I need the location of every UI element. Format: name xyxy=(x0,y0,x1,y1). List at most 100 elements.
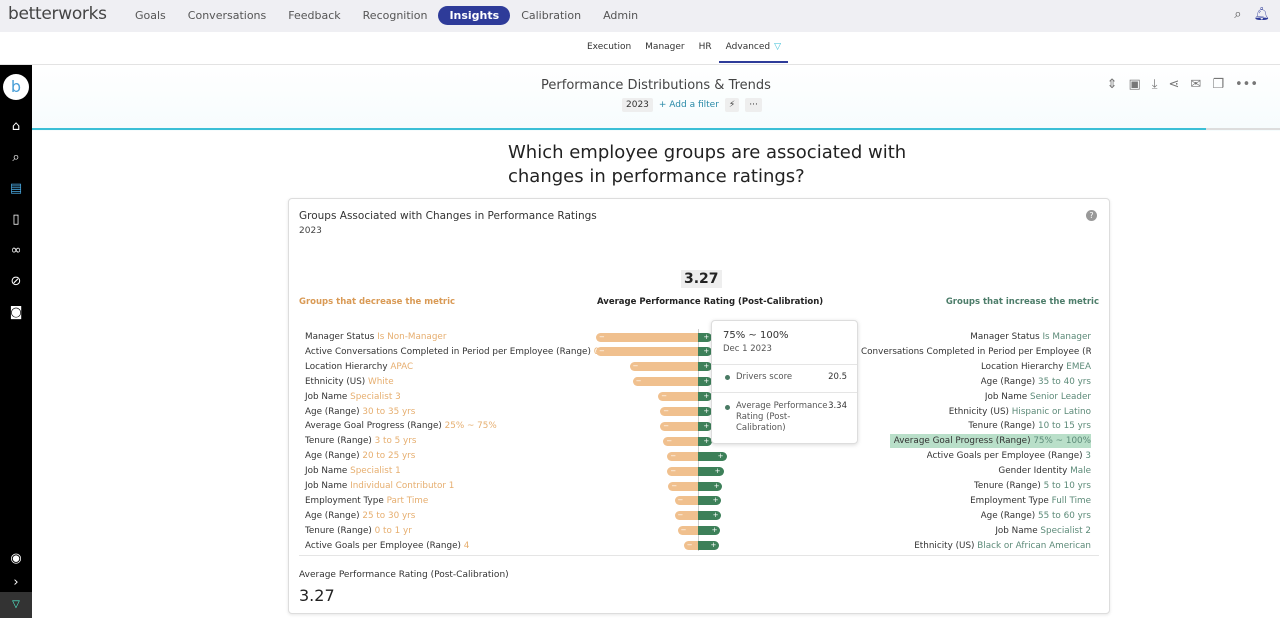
increase-group-row[interactable]: Active Goals per Employee (Range) 3 xyxy=(927,449,1091,463)
search-icon[interactable]: ⌕ xyxy=(12,150,20,165)
decrease-group-row[interactable]: Active Goals per Employee (Range) 4 xyxy=(305,539,469,553)
increase-bar[interactable]: + xyxy=(698,526,721,536)
nav-calibration[interactable]: Calibration xyxy=(521,9,582,22)
increase-bar[interactable]: + xyxy=(698,347,713,357)
settings-icon[interactable]: ◉ xyxy=(10,551,22,566)
increase-bar[interactable]: + xyxy=(698,407,713,416)
more-icon[interactable]: ••• xyxy=(1234,77,1258,92)
increase-bar[interactable]: + xyxy=(698,377,713,387)
decrease-bar[interactable]: − xyxy=(668,481,698,491)
decrease-bar[interactable]: − xyxy=(667,466,698,476)
decrease-group-row[interactable]: Job Name Specialist 1 xyxy=(305,464,401,478)
increase-group-row[interactable]: Tenure (Range) 5 to 10 yrs xyxy=(974,479,1091,493)
add-filter-button[interactable]: + Add a filter xyxy=(658,100,719,110)
share-icon[interactable]: ⋖ xyxy=(1168,77,1180,92)
binoculars-icon[interactable]: ∞ xyxy=(10,243,22,258)
year-filter-chip[interactable]: 2023 xyxy=(622,98,653,112)
increase-group-row[interactable]: Age (Range) 35 to 40 yrs xyxy=(981,375,1091,389)
increase-bar[interactable]: + xyxy=(698,466,724,476)
group-label: Job Name xyxy=(305,481,348,491)
decrease-bar[interactable]: − xyxy=(683,541,698,551)
decrease-group-row[interactable]: Age (Range) 30 to 35 yrs xyxy=(305,405,415,419)
home-icon[interactable]: ⌂ xyxy=(11,119,21,134)
increase-bar[interactable]: + xyxy=(698,496,722,506)
decrease-group-row[interactable]: Ethnicity (US) White xyxy=(305,375,394,389)
increase-bar[interactable]: + xyxy=(698,421,713,431)
decrease-bar[interactable]: − xyxy=(660,407,698,416)
increase-group-row[interactable]: Manager Status Is Manager xyxy=(970,330,1091,344)
book-icon[interactable]: ▤ xyxy=(9,181,23,196)
presentation-icon[interactable]: ▣ xyxy=(1128,77,1141,92)
camera-icon[interactable]: ◙ xyxy=(9,305,23,320)
decrease-bar[interactable]: − xyxy=(677,526,698,536)
filter-icon[interactable]: ▽ xyxy=(0,592,32,618)
increase-bar[interactable]: + xyxy=(698,332,713,342)
bell-icon[interactable]: 🔔︎ xyxy=(1253,7,1270,22)
increase-bar[interactable]: + xyxy=(698,362,713,372)
nav-recognition[interactable]: Recognition xyxy=(362,9,428,22)
decrease-group-row[interactable]: Employment Type Part Time xyxy=(305,494,428,508)
decrease-group-row[interactable]: Age (Range) 25 to 30 yrs xyxy=(305,509,415,523)
decrease-bar[interactable]: − xyxy=(632,377,698,387)
app-logo-icon[interactable]: b xyxy=(3,74,29,100)
tab-execution[interactable]: Execution xyxy=(580,40,638,63)
decrease-bar[interactable]: − xyxy=(596,347,698,357)
decrease-bar[interactable]: − xyxy=(658,392,698,402)
help-icon[interactable]: ? xyxy=(1086,210,1097,221)
decrease-group-row[interactable]: Age (Range) 20 to 25 yrs xyxy=(305,449,415,463)
nav-conversations[interactable]: Conversations xyxy=(187,9,267,22)
decrease-bar[interactable]: − xyxy=(667,451,698,461)
decrease-bar[interactable]: − xyxy=(663,436,698,446)
nav-admin[interactable]: Admin xyxy=(603,9,639,22)
increase-bar[interactable]: + xyxy=(698,541,720,551)
nav-goals[interactable]: Goals xyxy=(135,9,166,22)
increase-bar[interactable]: + xyxy=(698,392,713,402)
increase-group-row[interactable]: Gender Identity Male xyxy=(998,464,1091,478)
more-filters-button[interactable]: ··· xyxy=(745,98,762,112)
decrease-group-row[interactable]: Tenure (Range) 3 to 5 yrs xyxy=(305,434,416,448)
decrease-bar[interactable]: − xyxy=(674,511,698,521)
expand-icon[interactable]: › xyxy=(13,575,19,590)
decrease-bar[interactable]: − xyxy=(660,421,698,431)
decrease-group-row[interactable]: Manager Status Is Non-Manager xyxy=(305,330,446,344)
document-icon[interactable]: ▯ xyxy=(12,212,20,227)
decrease-group-row[interactable]: Job Name Specialist 3 xyxy=(305,390,401,404)
group-label: Manager Status xyxy=(305,332,375,342)
increase-group-row[interactable]: Tenure (Range) 10 to 15 yrs xyxy=(968,419,1091,433)
nav-insights[interactable]: Insights xyxy=(438,6,511,25)
copy-icon[interactable]: ❐ xyxy=(1212,77,1224,92)
increase-group-row[interactable]: Job Name Specialist 2 xyxy=(995,524,1091,538)
decrease-group-row[interactable]: Job Name Individual Contributor 1 xyxy=(305,479,454,493)
increase-group-row[interactable]: Ethnicity (US) Black or African American xyxy=(914,539,1091,553)
increase-group-row[interactable]: Age (Range) 55 to 60 yrs xyxy=(981,509,1091,523)
nav-feedback[interactable]: Feedback xyxy=(288,9,341,22)
tab-manager[interactable]: Manager xyxy=(638,40,691,63)
increase-bar[interactable]: + xyxy=(698,451,727,461)
lightning-icon[interactable]: ⚡︎ xyxy=(724,98,740,112)
decrease-group-row[interactable]: Average Goal Progress (Range) 25% ~ 75% xyxy=(305,419,497,433)
mail-icon[interactable]: ✉ xyxy=(1190,77,1202,92)
increase-bar[interactable]: + xyxy=(698,481,723,491)
logo[interactable]: betterworks xyxy=(8,4,107,24)
decrease-bar[interactable]: − xyxy=(629,362,698,372)
increase-bar[interactable]: + xyxy=(698,436,713,446)
dropdown-icon[interactable]: ▽ xyxy=(774,42,782,52)
increase-group-row[interactable]: Ethnicity (US) Hispanic or Latino xyxy=(949,405,1091,419)
search-icon[interactable]: ⌕ xyxy=(1234,7,1242,22)
overlap-icon[interactable]: ⊘ xyxy=(10,274,22,289)
increase-bar[interactable]: + xyxy=(698,511,722,521)
decrease-bar[interactable]: − xyxy=(596,332,698,342)
increase-group-row[interactable]: Average Goal Progress (Range) 75% ~ 100% xyxy=(889,434,1091,449)
increase-group-row[interactable]: Active Conversations Completed in Period… xyxy=(831,345,1091,359)
decrease-group-row[interactable]: Tenure (Range) 0 to 1 yr xyxy=(305,524,412,538)
download-icon[interactable]: ⤓ xyxy=(1151,77,1158,92)
decrease-bar[interactable]: − xyxy=(674,496,698,506)
compress-icon[interactable]: ⇕ xyxy=(1106,77,1118,92)
increase-group-row[interactable]: Employment Type Full Time xyxy=(970,494,1091,508)
increase-group-row[interactable]: Job Name Senior Leader xyxy=(985,390,1091,404)
decrease-group-row[interactable]: Location Hierarchy APAC xyxy=(305,360,413,374)
decrease-group-row[interactable]: Active Conversations Completed in Period… xyxy=(305,345,599,359)
tab-hr[interactable]: HR xyxy=(692,40,719,63)
increase-group-row[interactable]: Location Hierarchy EMEA xyxy=(981,360,1091,374)
tab-advanced[interactable]: Advanced ▽ xyxy=(718,40,789,63)
